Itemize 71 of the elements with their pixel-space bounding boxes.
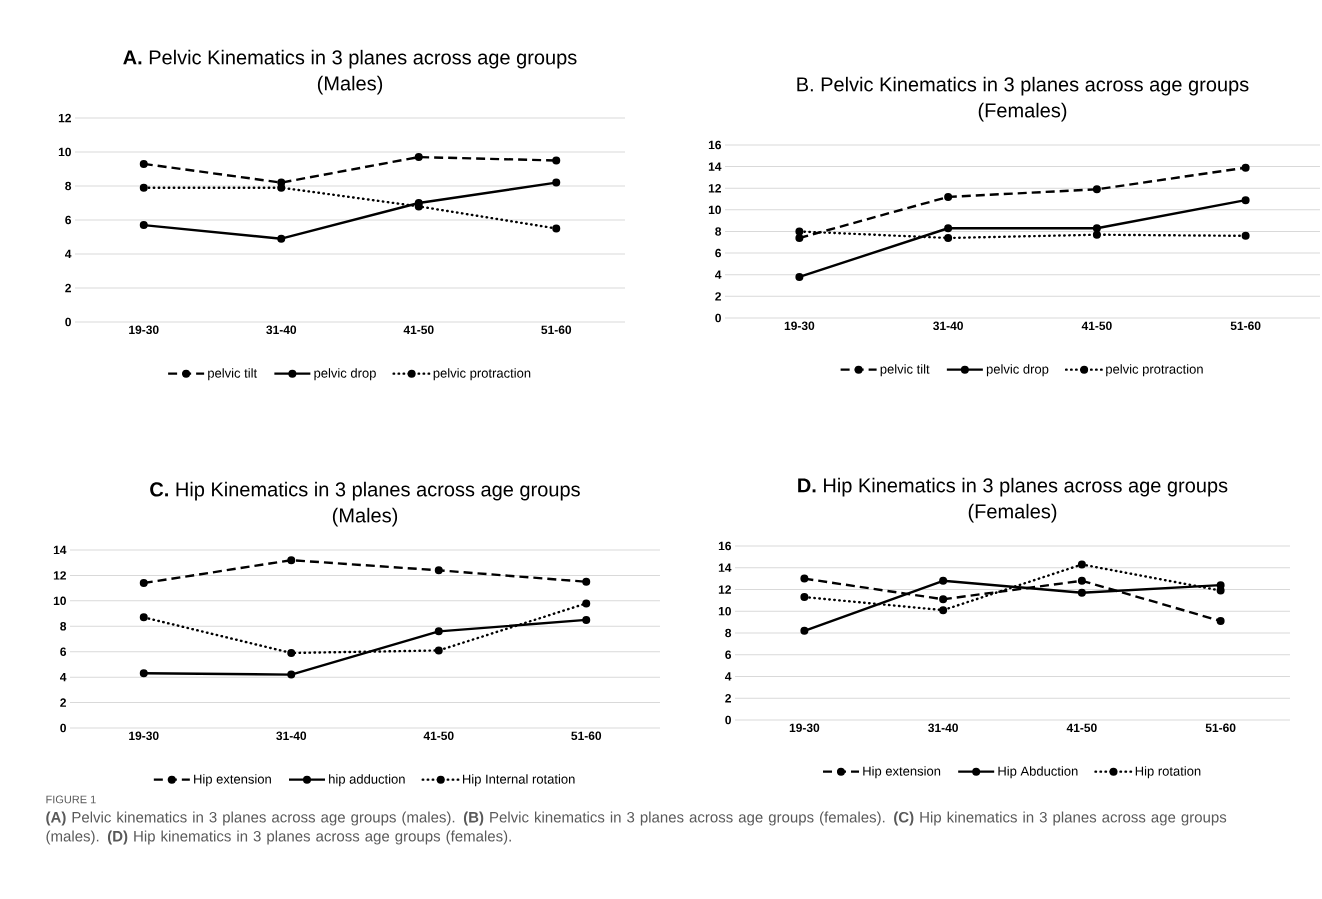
y-tick-label: 2: [60, 698, 66, 707]
y-tick-label: 8: [725, 628, 732, 638]
y-tick-label: 4: [724, 672, 732, 681]
y-tick-label: 10: [58, 147, 71, 157]
x-tick-label: 51-60: [571, 731, 602, 741]
y-tick-label: 16: [708, 140, 722, 150]
legend-label: Hip extension: [194, 774, 271, 787]
y-tick-label: 12: [58, 113, 71, 123]
y-tick-label: 8: [60, 622, 67, 631]
y-tick-label: 4: [714, 270, 722, 279]
x-tick-label: 41-50: [1081, 321, 1112, 331]
y-tick-label: 0: [65, 317, 71, 327]
x-tick-label: 19-30: [784, 321, 815, 331]
caption: FIGURE 1: [46, 795, 96, 804]
chart-title: C. Hip Kinematics in 3 planes across age groups: [150, 481, 580, 501]
y-tick-label: 14: [718, 563, 732, 572]
x-tick-label: 31-40: [276, 731, 307, 741]
y-tick-label: 0: [725, 715, 731, 725]
y-tick-label: 14: [708, 162, 722, 171]
chart-subtitle: (Males): [332, 507, 398, 527]
legend-label: pelvic protraction: [433, 368, 531, 381]
x-tick-label: 31-40: [928, 723, 958, 733]
legend-label: pelvic drop: [986, 364, 1049, 377]
text: (A) Pelvic kinematics in 3 planes across age groups (males). (B) Pelvic kinematics in 3 planes across age groups (females). (C) Hip kinematics in 3 planes across age groups (males). (D) Hip kinematics in 3 planes across age groups (females).: [46, 811, 1227, 845]
x-tick-label: 51-60: [541, 325, 572, 335]
x-tick-label: 31-40: [266, 325, 297, 335]
x-tick-label: 41-50: [423, 731, 454, 741]
y-tick-label: 8: [65, 181, 72, 191]
y-tick-label: 10: [53, 596, 66, 606]
y-tick-label: 10: [708, 205, 721, 215]
legend-label: Hip rotation: [1135, 766, 1201, 779]
legend-label: pelvic tilt: [880, 364, 930, 377]
y-tick-label: 12: [708, 184, 721, 193]
chart-subtitle: (Males): [317, 75, 383, 95]
chart-title: A. Pelvic Kinematics in 3 planes across age groups: [123, 49, 577, 69]
y-tick-label: 10: [718, 606, 731, 616]
chart-title: B. Pelvic Kinematics in 3 planes across age groups: [797, 76, 1249, 96]
y-tick-label: 6: [65, 215, 72, 225]
y-tick-label: 6: [715, 248, 722, 258]
x-tick-label: 19-30: [789, 723, 820, 733]
legend-label: pelvic protraction: [1106, 364, 1203, 377]
legend-label: Hip extension: [863, 766, 941, 779]
y-tick-label: 6: [725, 650, 732, 659]
y-tick-label: 2: [65, 283, 71, 293]
y-tick-label: 4: [59, 673, 67, 682]
x-tick-label: 41-50: [403, 325, 434, 335]
legend-label: Hip Internal rotation: [463, 774, 575, 787]
y-tick-label: 12: [53, 571, 66, 580]
y-tick-label: 0: [715, 313, 721, 323]
y-tick-label: 12: [718, 585, 731, 594]
x-tick-label: 31-40: [933, 321, 963, 331]
y-tick-label: 2: [715, 292, 721, 301]
legend-label: Hip Abduction: [998, 766, 1078, 779]
y-tick-label: 16: [718, 541, 732, 551]
chart-title: D. Hip Kinematics in 3 planes across age groups: [798, 477, 1228, 497]
x-tick-label: 51-60: [1230, 321, 1261, 331]
x-tick-label: 19-30: [129, 325, 159, 335]
x-tick-label: 51-60: [1205, 723, 1236, 733]
y-tick-label: 8: [715, 227, 722, 236]
y-tick-label: 0: [60, 723, 66, 733]
legend-label: pelvic tilt: [208, 368, 258, 381]
y-tick-label: 14: [53, 545, 67, 555]
chart-subtitle: (Females): [978, 102, 1067, 122]
chart-subtitle: (Females): [968, 503, 1057, 523]
legend-label: hip adduction: [329, 774, 405, 787]
x-tick-label: 41-50: [1066, 723, 1097, 733]
y-tick-label: 6: [60, 647, 67, 656]
legend-label: pelvic drop: [314, 368, 376, 381]
y-tick-label: 4: [64, 249, 72, 259]
y-tick-label: 2: [725, 694, 731, 703]
x-tick-label: 19-30: [129, 731, 159, 741]
